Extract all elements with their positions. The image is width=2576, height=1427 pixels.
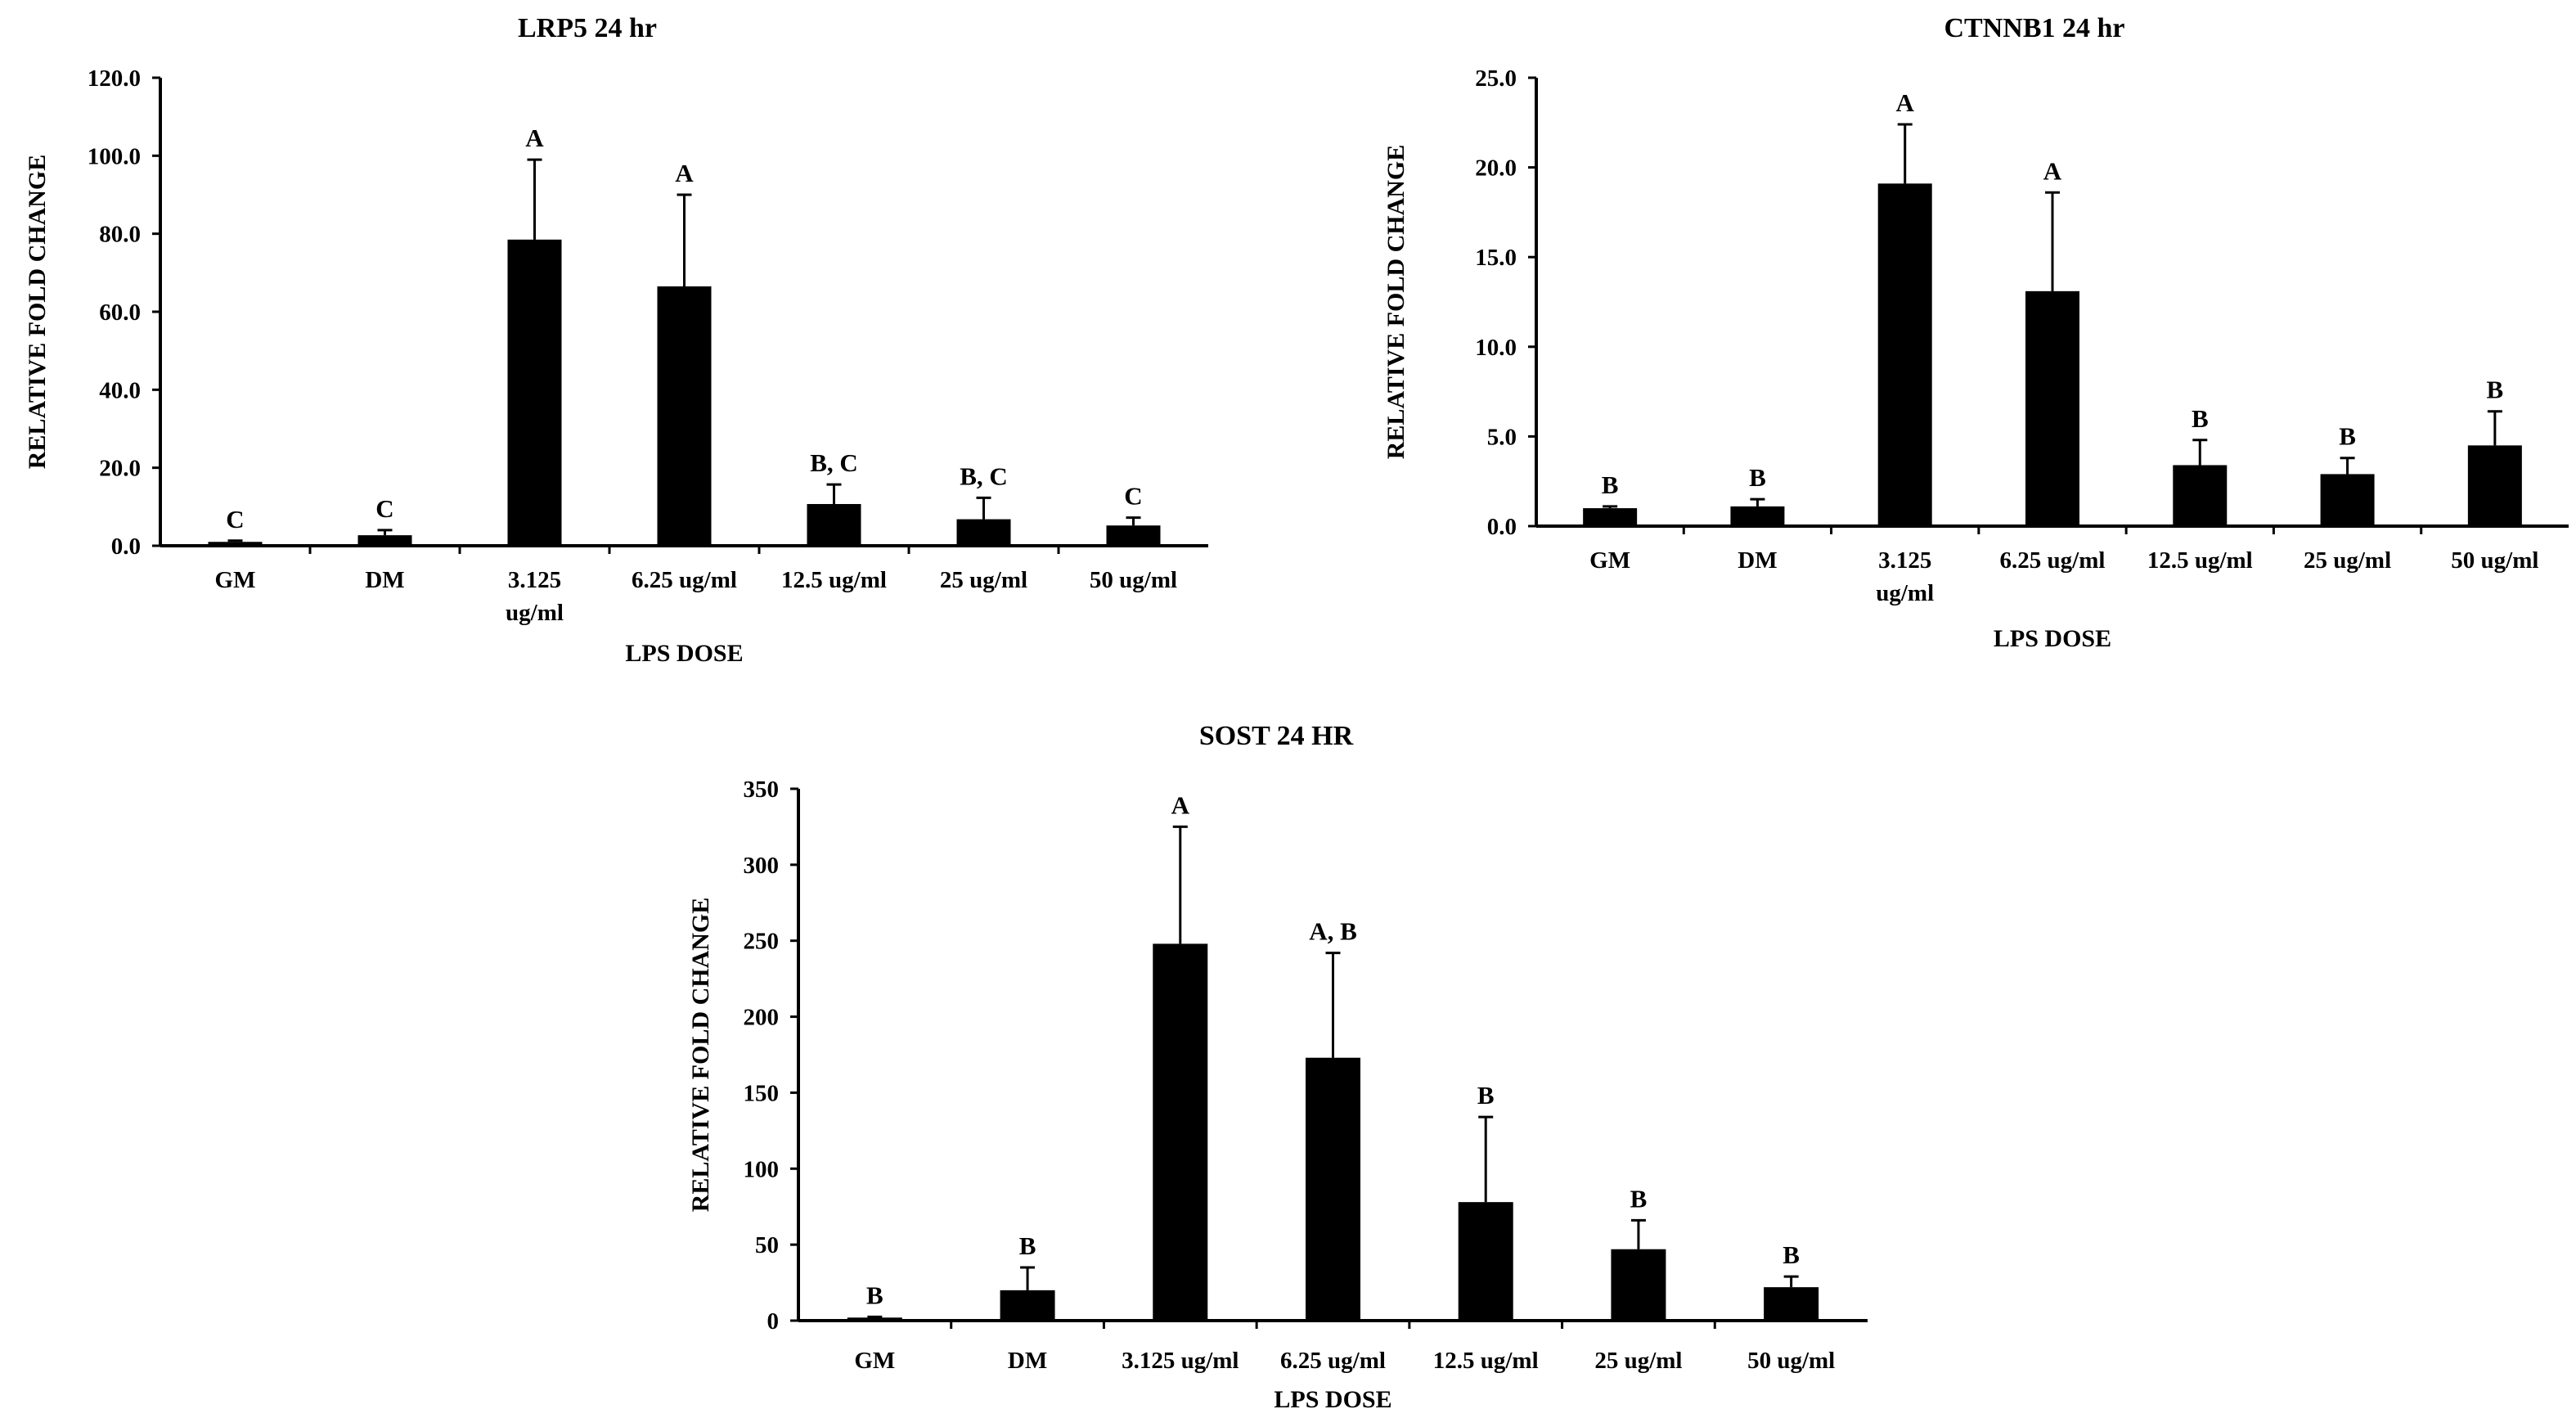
chart1-category-label: 25 ug/ml	[940, 567, 1027, 593]
chart1-category-label: 3.125	[508, 567, 561, 593]
chart2-category-label: 3.125	[1878, 547, 1931, 574]
chart1-significance-label: C	[226, 505, 244, 533]
chart3-y-tick-label: 0	[767, 1308, 780, 1335]
chart2-bar	[1877, 183, 1932, 526]
chart1-category-label: 50 ug/ml	[1090, 567, 1177, 593]
chart2-title: CTNNB1 24 hr	[1944, 13, 2124, 43]
chart2-bar	[1730, 506, 1785, 526]
chart3-bar	[1000, 1290, 1055, 1321]
chart3-category-label: DM	[1008, 1348, 1047, 1374]
chart2-bar	[2173, 465, 2228, 526]
chart2-category-label: ug/ml	[1876, 580, 1934, 606]
chart1-bar	[208, 542, 263, 546]
chart1-bar	[507, 239, 562, 546]
chart1-y-tick-label: 0.0	[111, 533, 141, 560]
chart2-y-tick-label: 0.0	[1487, 514, 1517, 540]
chart2-y-tick-label: 15.0	[1475, 245, 1517, 271]
chart1-significance-label: C	[1124, 482, 1142, 511]
chart2-x-axis-label: LPS DOSE	[1994, 625, 2111, 652]
chart3-y-tick-label: 150	[744, 1080, 780, 1106]
chart1-significance-label: B, C	[810, 448, 858, 477]
chart3-category-label: GM	[854, 1348, 895, 1374]
chart3-significance-label: B	[1630, 1184, 1648, 1213]
chart2-significance-label: B	[2192, 404, 2209, 433]
chart1-category-label: GM	[215, 567, 256, 593]
chart3-bar	[1458, 1202, 1513, 1321]
chart3-y-tick-label: 350	[744, 777, 780, 803]
chart1-y-tick-label: 120.0	[88, 65, 141, 92]
chart1-y-tick-label: 80.0	[99, 222, 141, 248]
chart1-bar	[956, 519, 1011, 546]
chart1-y-tick-label: 40.0	[99, 377, 141, 403]
chart3-y-tick-label: 200	[744, 1005, 780, 1031]
chart1-category-label: ug/ml	[506, 600, 564, 626]
chart3-y-axis-label: RELATIVE FOLD CHANGE	[687, 898, 714, 1213]
chart3-y-tick-label: 250	[744, 929, 780, 955]
chart2-category-label: 25 ug/ml	[2304, 547, 2391, 574]
chart2-bar	[2320, 474, 2375, 526]
chart1-significance-label: A	[525, 124, 544, 152]
chart2-significance-label: A	[2043, 156, 2062, 185]
chart3-x-axis-label: LPS DOSE	[1274, 1386, 1391, 1413]
chart1-bar	[657, 286, 712, 546]
chart1-y-tick-label: 60.0	[99, 299, 141, 326]
chart2-significance-label: B	[1602, 470, 1619, 499]
chart3-bar	[847, 1317, 902, 1321]
chart2-significance-label: B	[2339, 422, 2356, 451]
chart1-significance-label: B, C	[960, 461, 1008, 490]
chart1-y-tick-label: 20.0	[99, 456, 141, 482]
chart3-significance-label: B	[1477, 1081, 1495, 1110]
chart3-bar	[1306, 1057, 1360, 1321]
chart2-y-tick-label: 5.0	[1487, 424, 1517, 450]
chart1-title: LRP5 24 hr	[518, 13, 657, 43]
chart3-bar	[1764, 1287, 1819, 1321]
chart3-significance-label: B	[1783, 1240, 1800, 1269]
chart3-y-tick-label: 300	[744, 853, 780, 879]
chart3-category-label: 12.5 ug/ml	[1433, 1348, 1539, 1374]
chart2-bar	[2467, 445, 2522, 526]
chart2-y-tick-label: 20.0	[1475, 155, 1517, 182]
chart1-bar	[357, 535, 412, 546]
chart2-bar	[1583, 508, 1638, 526]
chart3-significance-label: A, B	[1309, 917, 1357, 946]
chart3-y-tick-label: 100	[744, 1156, 780, 1182]
chart2-y-tick-label: 25.0	[1475, 65, 1517, 92]
chart2-category-label: 50 ug/ml	[2451, 547, 2538, 574]
chart2-bar	[2025, 290, 2079, 526]
chart3-significance-label: B	[1019, 1231, 1036, 1260]
chart1-category-label: DM	[365, 567, 404, 593]
chart1-category-label: 6.25 ug/ml	[632, 567, 737, 593]
chart3-category-label: 6.25 ug/ml	[1280, 1348, 1386, 1374]
chart2-y-axis-label: RELATIVE FOLD CHANGE	[1382, 145, 1409, 460]
chart3-category-label: 3.125 ug/ml	[1122, 1348, 1239, 1374]
chart2-category-label: 12.5 ug/ml	[2147, 547, 2253, 574]
chart1-y-axis-label: RELATIVE FOLD CHANGE	[24, 155, 51, 470]
chart2-significance-label: A	[1896, 88, 1915, 117]
chart2-significance-label: B	[1749, 463, 1766, 492]
chart3-title: SOST 24 HR	[1199, 721, 1354, 751]
chart3-y-tick-label: 50	[755, 1232, 779, 1258]
chart2-significance-label: B	[2487, 376, 2504, 404]
chart1-category-label: 12.5 ug/ml	[781, 567, 887, 593]
chart3-bar	[1611, 1249, 1666, 1321]
chart3-category-label: 50 ug/ml	[1747, 1348, 1835, 1374]
chart1-y-tick-label: 100.0	[88, 143, 141, 169]
chart2-category-label: 6.25 ug/ml	[2000, 547, 2106, 574]
chart1-significance-label: C	[375, 494, 393, 523]
chart1-bar	[807, 503, 861, 546]
chart1-significance-label: A	[675, 159, 694, 187]
chart3-significance-label: B	[866, 1281, 883, 1309]
chart1-x-axis-label: LPS DOSE	[625, 640, 743, 667]
chart2-category-label: DM	[1738, 547, 1777, 574]
chart2-y-tick-label: 10.0	[1475, 335, 1517, 361]
chart3-significance-label: A	[1171, 790, 1190, 819]
chart2-category-label: GM	[1589, 547, 1630, 574]
chart3-category-label: 25 ug/ml	[1594, 1348, 1682, 1374]
chart1-bar	[1106, 525, 1161, 546]
chart3-bar	[1153, 943, 1208, 1321]
